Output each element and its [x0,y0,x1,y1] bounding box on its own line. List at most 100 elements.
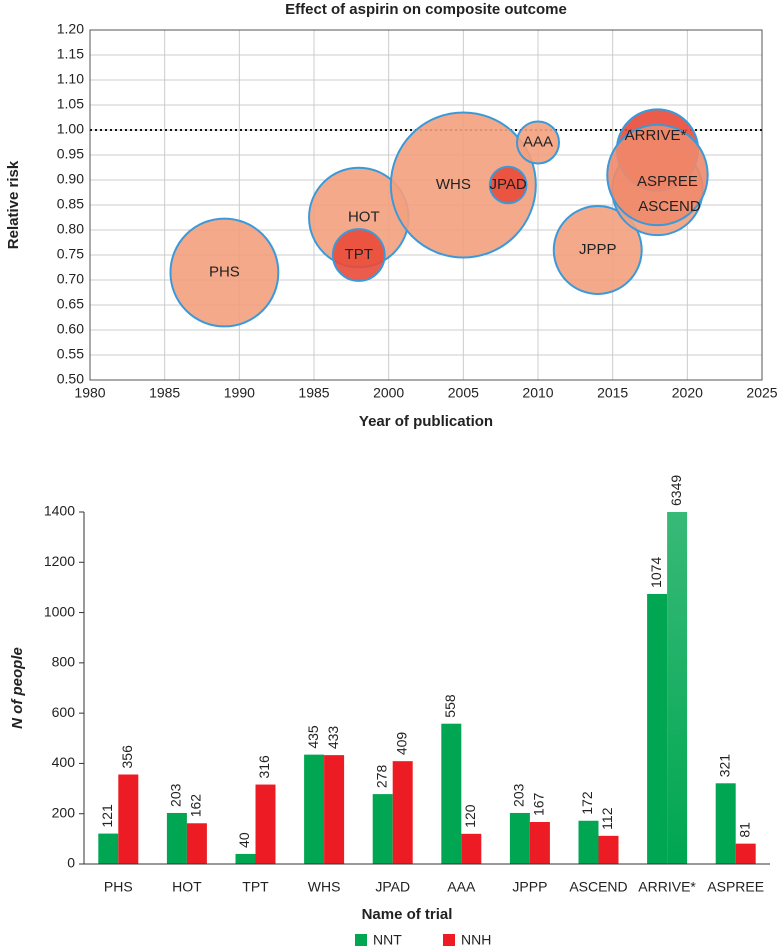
bubble [606,123,709,227]
value-label: 40 [236,832,252,848]
value-label: 356 [119,745,135,769]
x-tick-label: 1985 [298,385,329,401]
x-axis-title: Year of publication [359,413,493,430]
y-tick-label: 400 [52,754,76,770]
bar [461,833,482,864]
y-tick-label: 0.70 [57,271,84,287]
x-tick-label: 2020 [672,385,703,401]
value-label: 433 [325,726,341,750]
bar [441,723,462,864]
value-label: 1074 [648,557,664,588]
legend-label: NNH [461,932,491,948]
y-tick-label: 0.60 [57,321,84,337]
x-tick-label: 2025 [746,385,777,401]
bubble-label: JPPP [579,241,617,258]
y-tick-label: 200 [52,804,76,820]
x-tick-label: WHS [308,879,341,895]
bubble-label: ASPREE [637,173,698,190]
bar [98,833,119,864]
y-tick-label: 0.85 [57,196,84,212]
value-label: 409 [393,732,409,756]
bubble-label: HOT [348,208,380,225]
bubble-label: ASCEND [638,198,701,215]
bubble [552,205,643,295]
y-tick-label: 1.20 [57,21,84,37]
y-tick-label: 1400 [44,503,75,519]
bar [529,822,550,864]
x-tick-label: 2010 [522,385,553,401]
value-label: 203 [168,783,184,807]
x-tick-label: PHS [104,879,133,895]
y-axis-title: N of people [9,647,26,729]
value-label: 278 [373,765,389,789]
value-label: 112 [599,807,615,830]
value-label: 81 [736,822,752,838]
x-tick-label: ARRIVE* [638,879,696,895]
bar [735,843,756,864]
bar [166,812,187,864]
bar [186,823,207,864]
y-tick-label: 600 [52,704,76,720]
y-tick-label: 0.65 [57,296,84,312]
y-tick-label: 800 [52,654,76,670]
y-tick-label: 1000 [44,603,75,619]
bubble-label: WHS [436,176,471,193]
x-tick-label: AAA [447,879,476,895]
bar [304,754,325,864]
bubble [488,165,528,205]
y-tick-label: 0.75 [57,246,84,262]
x-tick-label: 2005 [448,385,479,401]
x-tick-label: ASPREE [707,879,764,895]
value-label: 120 [462,804,478,828]
bar [372,794,393,864]
bubble-label: AAA [523,133,553,150]
x-tick-label: JPPP [512,879,547,895]
x-tick-label: 1985 [149,385,180,401]
bubble-label: PHS [209,263,240,280]
y-tick-label: 0.90 [57,171,84,187]
x-tick-label: 1980 [74,385,105,401]
x-tick-label: JPAD [375,879,410,895]
legend-swatch [443,934,455,946]
y-tick-label: 0.80 [57,221,84,237]
value-label: 558 [442,694,458,718]
bars [98,512,756,864]
bar [647,593,668,864]
value-label: 435 [305,725,321,749]
bar [118,774,139,864]
x-tick-label: ASCEND [569,879,627,895]
bar [715,783,736,864]
value-label: 172 [579,791,595,815]
bar [235,853,256,864]
y-tick-label: 0.50 [57,371,84,387]
bubble-label: TPT [345,246,373,263]
bar [509,812,530,864]
x-tick-label: HOT [172,879,202,895]
value-label: 167 [531,792,547,816]
y-tick-label: 1.10 [57,71,84,87]
value-label: 316 [256,755,272,779]
value-label: 6349 [668,475,684,506]
x-tick-label: 2000 [373,385,404,401]
bubble [515,120,561,165]
bubble [389,111,537,259]
bar [324,755,345,864]
bar [392,761,413,864]
y-tick-label: 1.15 [57,46,84,62]
y-tick-label: 0.55 [57,346,84,362]
value-label: 121 [99,804,115,828]
x-tick-label: TPT [242,879,269,895]
y-tick-label: 0.95 [57,146,84,162]
legend-swatch [355,934,367,946]
bubble [169,217,280,328]
value-label: 203 [511,783,527,807]
y-tick-label: 1.00 [57,121,84,137]
y-axis-title: Relative risk [5,160,22,249]
y-tick-label: 1200 [44,553,75,569]
y-tick-label: 1.05 [57,96,84,112]
legend-label: NNT [373,932,402,948]
chart-title: Effect of aspirin on composite outcome [285,1,567,18]
x-tick-label: 1990 [224,385,255,401]
x-axis-title: Name of trial [362,906,453,923]
